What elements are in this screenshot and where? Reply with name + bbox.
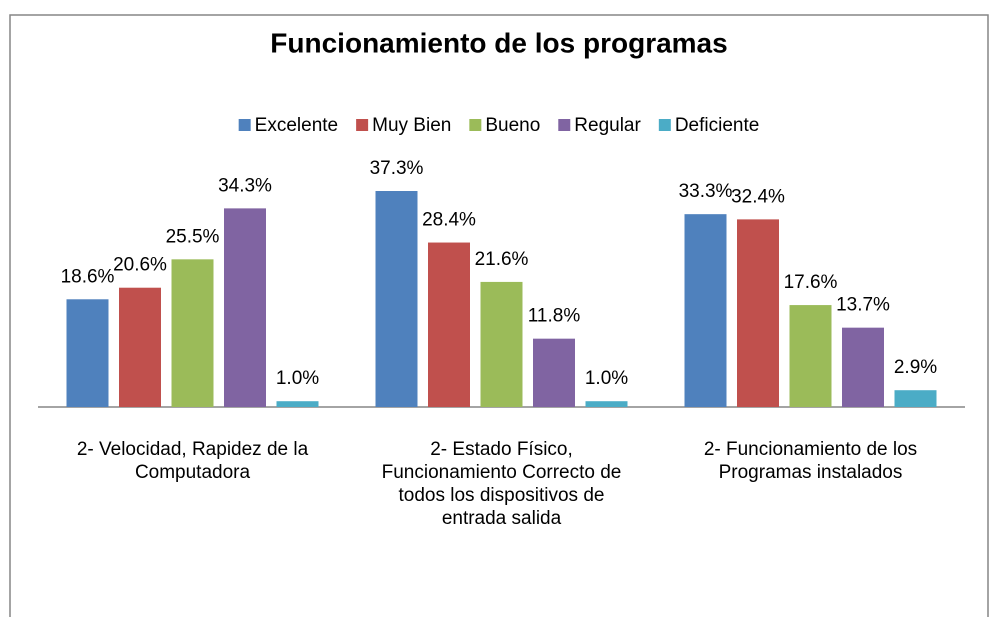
data-label: 1.0% <box>585 368 628 389</box>
legend-label: Excelente <box>255 115 338 136</box>
x-tick-label: 2- Estado Físico, Funcionamiento Correct… <box>381 439 622 529</box>
bar <box>171 259 214 407</box>
data-label: 17.6% <box>784 272 838 293</box>
legend-label: Deficiente <box>675 115 760 136</box>
bar <box>894 390 937 407</box>
data-label: 25.5% <box>166 226 220 247</box>
data-label: 21.6% <box>475 249 529 270</box>
legend: Excelente Muy Bien Bueno Regular Deficiente <box>238 115 760 136</box>
data-label: 2.9% <box>894 357 937 378</box>
bar <box>119 287 161 407</box>
data-label: 18.6% <box>61 266 115 287</box>
data-label: 32.4% <box>731 186 785 207</box>
legend-swatch <box>658 119 671 131</box>
data-label: 33.3% <box>679 181 733 202</box>
bar <box>276 401 319 407</box>
bar <box>737 219 779 407</box>
legend-label: Bueno <box>485 115 540 136</box>
bar <box>789 305 832 407</box>
bar <box>842 327 884 407</box>
legend-swatch <box>238 119 251 131</box>
data-label: 28.4% <box>422 210 476 231</box>
bar <box>375 191 418 407</box>
bar <box>480 281 523 407</box>
bar <box>684 214 727 407</box>
legend-label: Regular <box>574 115 641 136</box>
legend-swatch <box>356 119 369 131</box>
legend-swatch <box>558 119 571 131</box>
bar <box>585 401 628 407</box>
bar <box>224 208 266 407</box>
chart-title: Funcionamiento de los programas <box>270 27 727 58</box>
data-label: 34.3% <box>218 175 272 196</box>
x-tick-label-box: 2- Estado Físico, Funcionamiento Correct… <box>381 439 622 529</box>
data-label: 20.6% <box>113 255 167 276</box>
x-tick-label-box: 2- Funcionamiento de los Programas insta… <box>703 439 918 483</box>
data-label: 11.8% <box>528 306 581 327</box>
data-label: 1.0% <box>276 368 319 389</box>
x-tick-label: 2- Velocidad, Rapidez de la Computadora <box>76 439 309 483</box>
bar <box>533 338 575 407</box>
data-label: 37.3% <box>370 158 424 179</box>
x-tick-label: 2- Funcionamiento de los Programas insta… <box>703 439 918 483</box>
bar <box>66 299 109 407</box>
legend-label: Muy Bien <box>372 115 451 136</box>
bar <box>428 242 470 407</box>
x-tick-label-box: 2- Velocidad, Rapidez de la Computadora <box>76 439 309 483</box>
legend-swatch <box>469 119 482 131</box>
data-label: 13.7% <box>836 295 890 316</box>
